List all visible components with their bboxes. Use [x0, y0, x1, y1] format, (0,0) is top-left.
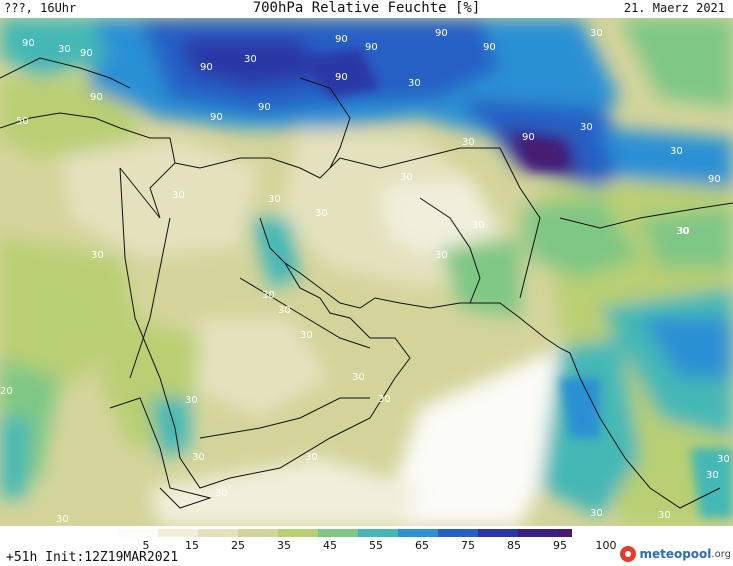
legend-tick-0: 5 [143, 539, 150, 550]
contour-label-39: 30 [706, 470, 719, 481]
legend-tick-2: 25 [231, 539, 245, 550]
contour-label-19: 30 [590, 28, 603, 39]
contour-label-3: 90 [335, 34, 348, 45]
contour-label-41: 30 [56, 514, 69, 525]
contour-label-0: 90 [22, 38, 35, 49]
contour-label-22: 30 [400, 172, 413, 183]
contour-label-10: 90 [522, 132, 535, 143]
contour-label-30: 30 [300, 330, 313, 341]
legend-swatch-6 [358, 529, 398, 537]
legend-tick-8: 85 [507, 539, 521, 550]
contour-label-1: 90 [80, 48, 93, 59]
contour-label-32: 30 [185, 395, 198, 406]
legend-tick-5: 55 [369, 539, 383, 550]
init-time: +51h Init:12Z19MAR2021 [6, 550, 179, 565]
contour-label-12: 90 [90, 92, 103, 103]
contour-label-11: 90 [708, 174, 721, 185]
legend-tick-4: 45 [323, 539, 337, 550]
contour-label-24: 30 [472, 220, 485, 231]
title-bar: ???, 16Uhr 700hPa Relative Feuchte [%] 2… [0, 0, 733, 18]
contour-label-43: 50 [16, 116, 29, 127]
contour-label-8: 90 [258, 102, 271, 113]
legend-swatch-2 [198, 529, 238, 537]
contour-label-29: 30 [677, 226, 690, 237]
legend-tick-1: 15 [185, 539, 199, 550]
contour-label-34: 30 [192, 452, 205, 463]
legend-swatch-8 [438, 529, 478, 537]
legend-tick-9: 95 [553, 539, 567, 550]
legend-tick-6: 65 [415, 539, 429, 550]
contour-label-6: 90 [483, 42, 496, 53]
forecast-time: ???, 16Uhr [4, 1, 77, 15]
coastlines [0, 57, 733, 509]
contour-label-5: 90 [435, 28, 448, 39]
logo-name: meteopool [639, 547, 712, 561]
contour-labels: 90 90 90 90 90 90 90 90 90 90 90 90 90 30 30 30 30 30 30 30… [0, 28, 730, 525]
legend-swatch-4 [278, 529, 318, 537]
legend-swatch-7 [398, 529, 438, 537]
legend-tick-10: 100 [596, 539, 617, 550]
contour-label-27: 30 [262, 290, 275, 301]
contour-label-13: 30 [58, 44, 71, 55]
contour-label-44: 20 [0, 386, 13, 397]
legend-swatch-5 [318, 529, 358, 537]
contour-label-9: 90 [210, 112, 223, 123]
legend-swatch-3 [238, 529, 278, 537]
contour-label-42: 30 [676, 226, 689, 237]
logo-icon [620, 546, 637, 562]
contour-label-36: 30 [305, 452, 318, 463]
contour-label-25: 30 [435, 250, 448, 261]
contour-label-26: 30 [91, 250, 104, 261]
contour-label-4: 90 [365, 42, 378, 53]
contour-label-21: 30 [268, 194, 281, 205]
meteopool-logo: meteopool .org [620, 546, 731, 562]
contour-label-7: 90 [335, 72, 348, 83]
map-title: 700hPa Relative Feuchte [%] [252, 0, 481, 16]
contour-label-2: 90 [200, 62, 213, 73]
logo-tld: .org [711, 548, 731, 560]
contour-label-38: 30 [658, 510, 671, 521]
contour-label-20: 30 [172, 190, 185, 201]
legend-swatch-11 [558, 529, 572, 537]
legend-swatch-1 [158, 529, 198, 537]
legend-swatch-0 [118, 529, 158, 537]
contour-label-14: 30 [244, 54, 257, 65]
contour-label-17: 30 [580, 122, 593, 133]
contour-label-15: 30 [408, 78, 421, 89]
legend-tick-3: 35 [277, 539, 291, 550]
legend-swatch-10 [518, 529, 558, 537]
legend-tick-7: 75 [461, 539, 475, 550]
contour-label-23: 30 [315, 208, 328, 219]
humidity-detail [300, 48, 733, 518]
contour-label-33: 30 [378, 394, 391, 405]
contour-label-16: 30 [462, 137, 475, 148]
contour-label-31: 30 [352, 372, 365, 383]
legend-colorbar: 5 15 25 35 45 55 65 75 85 95 100 [118, 529, 617, 550]
legend-swatch-9 [478, 529, 518, 537]
contour-label-18: 30 [670, 146, 683, 157]
contour-label-28: 30 [278, 305, 291, 316]
contour-label-37: 30 [590, 508, 603, 519]
humidity-map: 90 90 90 90 90 90 90 90 90 90 90 90 90 30 30 30 30 30 30 30… [0, 18, 733, 526]
contour-label-40: 30 [717, 454, 730, 465]
forecast-date: 21. Maerz 2021 [623, 1, 725, 15]
footer: 5 15 25 35 45 55 65 75 85 95 100 +51h Init:12Z19MA… [0, 526, 733, 566]
contour-label-35: 30 [215, 488, 228, 499]
